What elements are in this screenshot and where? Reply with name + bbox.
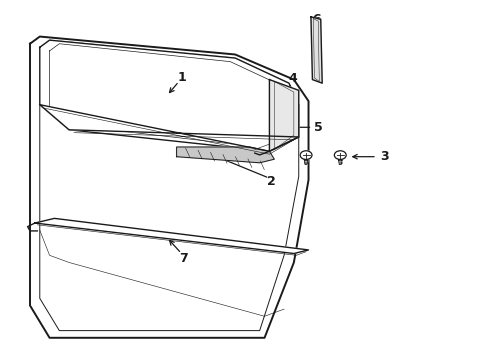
Text: 6: 6: [312, 13, 320, 26]
Polygon shape: [338, 159, 342, 165]
Polygon shape: [304, 159, 308, 165]
Text: 7: 7: [179, 252, 188, 265]
Polygon shape: [176, 147, 274, 163]
Polygon shape: [270, 80, 299, 151]
Polygon shape: [35, 219, 309, 253]
Text: 4: 4: [288, 72, 297, 85]
Text: 3: 3: [380, 150, 389, 163]
Circle shape: [334, 151, 346, 159]
Polygon shape: [40, 105, 299, 151]
Text: 5: 5: [314, 121, 323, 134]
Polygon shape: [40, 40, 299, 151]
Circle shape: [300, 151, 312, 159]
Polygon shape: [311, 17, 322, 83]
Text: 1: 1: [177, 71, 186, 84]
Text: 2: 2: [268, 175, 276, 188]
